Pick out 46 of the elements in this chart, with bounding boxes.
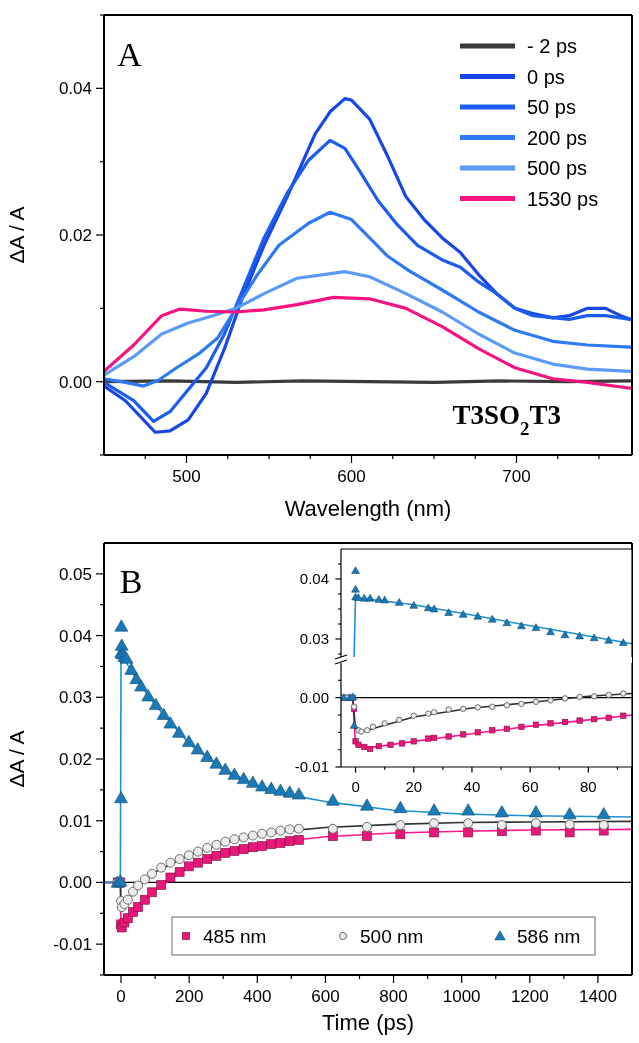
y-tick-label: 0.02 bbox=[58, 225, 92, 245]
y-tick-label: 0.04 bbox=[299, 570, 329, 588]
y-tick-label: -0.01 bbox=[53, 935, 92, 955]
x-tick-label: 0 bbox=[116, 987, 126, 1006]
legend-label: 500 ps bbox=[527, 157, 588, 179]
y-tick-label: 0.00 bbox=[58, 372, 92, 392]
legend-label: 200 ps bbox=[527, 126, 588, 149]
x-tick-label: 200 bbox=[174, 987, 204, 1006]
x-tick-label: 60 bbox=[521, 778, 539, 795]
x-tick-label: 600 bbox=[337, 467, 366, 486]
annotation: B bbox=[119, 562, 143, 600]
x-axis-title: Wavelength (nm) bbox=[284, 496, 452, 521]
legend-label: 1530 ps bbox=[527, 187, 599, 210]
x-tick-label: 800 bbox=[379, 987, 408, 1006]
x-tick-label: 600 bbox=[311, 987, 340, 1006]
x-tick-label: 1000 bbox=[442, 987, 481, 1006]
y-tick-label: 0.04 bbox=[58, 79, 92, 99]
legend-label: 485 nm bbox=[203, 925, 267, 947]
y-tick-label: 0.00 bbox=[299, 688, 329, 706]
x-tick-label: 80 bbox=[580, 778, 597, 795]
x-tick-label: 400 bbox=[243, 987, 272, 1006]
y-tick-label: 0.01 bbox=[58, 811, 92, 831]
y-tick-label: -0.01 bbox=[294, 758, 329, 776]
y-tick-label: 0.04 bbox=[58, 626, 92, 646]
x-tick-label: 1400 bbox=[579, 987, 617, 1006]
y-axis-title: ΔA / A bbox=[5, 730, 28, 788]
y-tick-label: 0.02 bbox=[58, 749, 92, 769]
x-tick-label: 1200 bbox=[510, 987, 549, 1006]
annotation: A bbox=[117, 35, 143, 73]
x-tick-label: 0 bbox=[351, 778, 360, 795]
y-axis-title: ΔA / A bbox=[5, 206, 28, 264]
annotation: T3SO$_{2}$T3 bbox=[452, 400, 561, 439]
y-tick-label: 0.03 bbox=[58, 688, 92, 708]
x-tick-label: 500 bbox=[172, 467, 201, 486]
y-tick-label: 0.03 bbox=[299, 630, 329, 648]
legend-label: 586 nm bbox=[517, 925, 581, 947]
x-axis-title: Time (ps) bbox=[321, 1010, 415, 1035]
legend-label: 0 ps bbox=[527, 65, 565, 88]
legend-label: - 2 ps bbox=[527, 35, 578, 57]
legend-label: 500 nm bbox=[360, 925, 424, 947]
y-tick-label: 0.05 bbox=[58, 564, 92, 584]
legend-label: 50 ps bbox=[527, 96, 576, 118]
x-tick-label: 700 bbox=[502, 467, 531, 486]
x-tick-label: 40 bbox=[463, 778, 481, 795]
y-tick-label: 0.00 bbox=[58, 873, 92, 893]
x-tick-label: 20 bbox=[405, 778, 423, 795]
